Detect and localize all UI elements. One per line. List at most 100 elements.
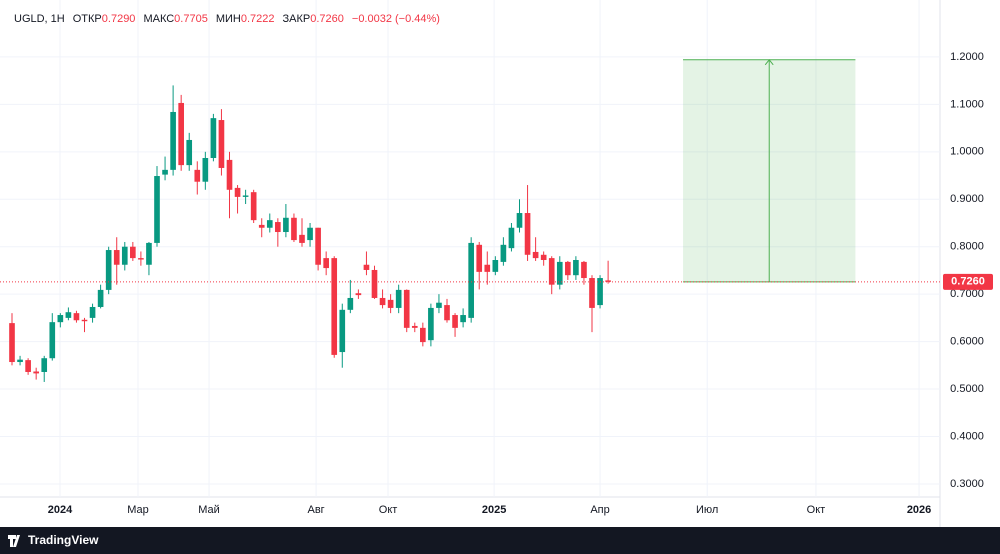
candle-body	[258, 224, 265, 228]
y-tick-label: 0.9000	[950, 193, 984, 205]
field-value: 0.7222	[240, 13, 275, 25]
candle-body	[444, 305, 450, 321]
x-tick-label: Авг	[307, 504, 324, 516]
candle-body	[291, 217, 297, 241]
candle-body	[162, 169, 168, 175]
candle-body	[65, 312, 72, 318]
candle-body	[363, 264, 370, 270]
y-tick-label: 0.7000	[950, 288, 984, 300]
candle-body	[146, 242, 152, 265]
candle-body	[428, 307, 434, 341]
candle-body	[121, 246, 128, 265]
field: ОТКР0.7290	[73, 13, 136, 25]
field-label: МИН	[215, 13, 241, 25]
candle-body	[573, 260, 579, 276]
candle-body	[170, 111, 176, 170]
field-value: 0.7260	[310, 13, 344, 25]
candle-body	[242, 195, 249, 197]
y-tick-label: 1.1000	[950, 98, 984, 110]
field: МИН0.7222	[216, 13, 275, 25]
candle-body	[57, 315, 64, 323]
candle-body	[484, 264, 491, 272]
x-tick-label: Май	[198, 504, 220, 516]
field-label: ЗАКР	[282, 13, 311, 25]
y-tick-label: 0.4000	[950, 430, 984, 442]
candle-body	[347, 297, 354, 310]
candle-body	[299, 234, 305, 243]
last-price-tag	[943, 273, 993, 290]
last-price-label: 0.7260	[951, 276, 985, 288]
candle-body	[266, 220, 273, 228]
field-value: 0.7705	[174, 13, 208, 25]
candle-body	[581, 261, 587, 279]
candle-body	[589, 278, 595, 308]
candle-body	[532, 251, 539, 259]
candle-body	[25, 360, 31, 372]
candle-body	[49, 322, 56, 359]
candle-body	[81, 319, 88, 322]
field: ЗАКР0.7260	[283, 13, 344, 25]
candle-body	[17, 359, 23, 363]
candle-body	[524, 213, 531, 255]
candle-body	[154, 176, 160, 243]
candle-body	[41, 358, 48, 372]
x-tick-label: 2025	[482, 504, 506, 516]
candle-body	[323, 258, 329, 269]
y-tick-label: 1.0000	[950, 146, 984, 158]
candle-body	[307, 227, 313, 241]
candle-body	[395, 289, 402, 308]
y-tick-label: 0.8000	[950, 241, 984, 253]
candle-body	[226, 159, 233, 190]
candle-body	[387, 299, 394, 308]
candle-body	[597, 278, 603, 306]
candle-body	[500, 244, 507, 262]
y-tick-label: 0.3000	[950, 478, 984, 490]
x-tick-label: 2024	[48, 504, 73, 516]
candle-body	[540, 254, 547, 261]
candle-body	[178, 102, 184, 166]
candle-body	[113, 250, 120, 265]
candle-body	[33, 371, 39, 374]
candle-body	[331, 258, 338, 355]
change: −0.0032 (−0.44%)	[351, 13, 440, 25]
candle-body	[210, 118, 217, 158]
x-tick-label: Окт	[379, 504, 398, 516]
candle-body	[403, 289, 410, 328]
candle-body	[89, 306, 96, 318]
candle-body	[605, 280, 611, 282]
field-label: МАКС	[143, 13, 175, 25]
candle-body	[186, 139, 193, 166]
candle-body	[508, 227, 515, 249]
candle-body	[476, 244, 483, 272]
candle-body	[565, 261, 571, 276]
legend-header: UGLD, 1Н ОТКР0.7290 МАКС0.7705 МИН0.7222…	[14, 13, 440, 25]
candle-body	[283, 217, 289, 233]
field-label: ОТКР	[72, 13, 102, 25]
arrow-head	[764, 58, 774, 66]
candle-body	[452, 315, 458, 328]
y-tick-label: 0.6000	[950, 336, 984, 348]
candle-body	[250, 192, 257, 221]
candle-body	[73, 313, 80, 321]
candle-body	[105, 250, 112, 290]
candle-body	[130, 246, 136, 259]
symbol: UGLD, 1Н	[14, 13, 65, 25]
candle-body	[371, 269, 378, 298]
x-tick-label: Окт	[807, 504, 826, 516]
logo	[8, 535, 20, 547]
field: МАКС0.7705	[143, 13, 207, 25]
candle-body	[379, 297, 386, 306]
candle-body	[138, 258, 144, 260]
candle-body	[411, 325, 418, 328]
x-tick-label: Июл	[696, 504, 718, 516]
candle-body	[548, 258, 555, 285]
candle-body	[275, 222, 281, 233]
candle-body	[556, 261, 563, 285]
candle-body	[339, 309, 346, 353]
candle-body	[468, 242, 474, 318]
footer-bar	[0, 527, 1000, 554]
x-tick-label: Мар	[127, 504, 149, 516]
candle-body	[516, 213, 523, 228]
